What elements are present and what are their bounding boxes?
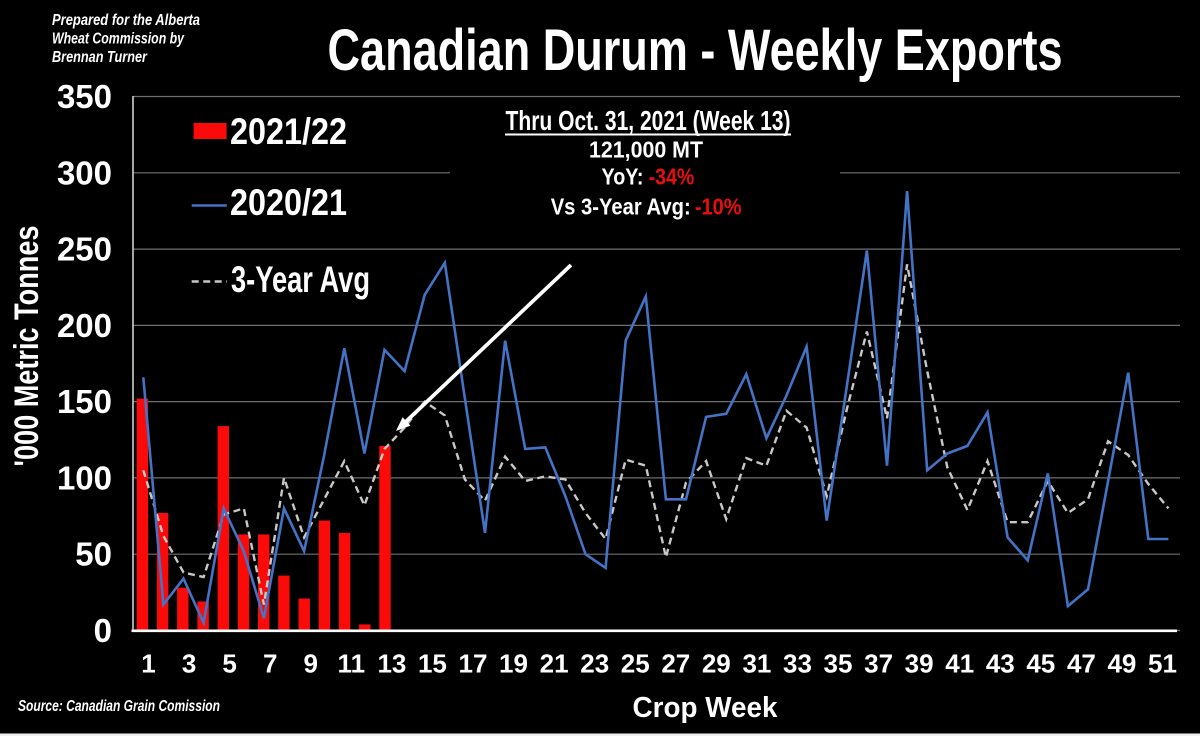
svg-text:2021/22: 2021/22 <box>230 111 347 152</box>
svg-text:27: 27 <box>661 649 690 679</box>
svg-text:Crop Week: Crop Week <box>633 692 779 724</box>
svg-text:19: 19 <box>499 649 528 679</box>
svg-text:150: 150 <box>57 383 112 420</box>
svg-text:200: 200 <box>57 307 112 344</box>
svg-text:-10%: -10% <box>695 194 742 220</box>
svg-text:39: 39 <box>905 649 934 679</box>
svg-text:17: 17 <box>459 649 488 679</box>
svg-text:-34%: -34% <box>649 164 695 190</box>
svg-text:21: 21 <box>540 649 569 679</box>
svg-text:1: 1 <box>141 649 155 679</box>
svg-text:31: 31 <box>742 649 771 679</box>
svg-text:50: 50 <box>75 536 112 573</box>
svg-text:Wheat Commission by: Wheat Commission by <box>52 31 185 48</box>
svg-text:49: 49 <box>1107 649 1136 679</box>
svg-text:43: 43 <box>986 649 1015 679</box>
svg-text:13: 13 <box>377 649 406 679</box>
svg-text:Brennan Turner: Brennan Turner <box>52 49 148 66</box>
svg-text:2020/21: 2020/21 <box>230 182 347 223</box>
svg-text:15: 15 <box>418 649 447 679</box>
svg-text:37: 37 <box>864 649 893 679</box>
svg-text:'000 Metric Tonnes: '000 Metric Tonnes <box>8 226 46 467</box>
svg-text:45: 45 <box>1026 649 1055 679</box>
svg-text:33: 33 <box>783 649 812 679</box>
svg-text:7: 7 <box>263 649 277 679</box>
svg-text:121,000 MT: 121,000 MT <box>589 137 703 163</box>
svg-text:250: 250 <box>57 231 112 268</box>
svg-text:Canadian Durum - Weekly Export: Canadian Durum - Weekly Exports <box>328 18 1063 83</box>
svg-text:300: 300 <box>57 154 112 191</box>
svg-text:YoY:: YoY: <box>602 164 644 190</box>
svg-text:5: 5 <box>222 649 236 679</box>
svg-text:51: 51 <box>1148 649 1177 679</box>
svg-text:47: 47 <box>1067 649 1096 679</box>
svg-text:3: 3 <box>182 649 196 679</box>
svg-text:Vs 3-Year Avg:: Vs 3-Year Avg: <box>551 194 691 220</box>
svg-text:3-Year Avg: 3-Year Avg <box>231 259 370 300</box>
svg-text:Source: Canadian Grain Comissi: Source: Canadian Grain Comission <box>18 698 220 715</box>
svg-text:0: 0 <box>94 612 112 649</box>
svg-text:25: 25 <box>621 649 650 679</box>
svg-text:23: 23 <box>580 649 609 679</box>
svg-text:41: 41 <box>945 649 974 679</box>
svg-text:Thru Oct. 31, 2021 (Week 13): Thru Oct. 31, 2021 (Week 13) <box>506 105 791 136</box>
svg-text:350: 350 <box>57 78 112 115</box>
svg-text:35: 35 <box>824 649 853 679</box>
svg-text:9: 9 <box>303 649 317 679</box>
svg-text:11: 11 <box>338 649 366 679</box>
svg-text:29: 29 <box>702 649 731 679</box>
svg-text:Prepared for the Alberta: Prepared for the Alberta <box>52 12 200 29</box>
svg-text:100: 100 <box>57 459 112 496</box>
